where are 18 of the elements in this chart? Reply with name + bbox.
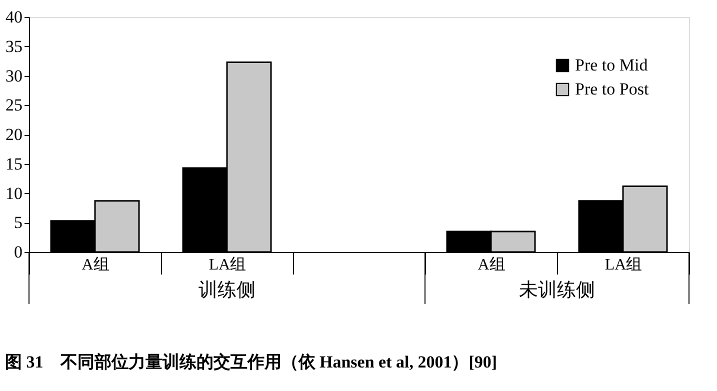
- y-tick-label: 5: [14, 213, 22, 232]
- text: 图 31 不同部位力量训练的交互作用（依 Hansen et al, 2001）[90]: [5, 352, 498, 372]
- text: 训练侧: [198, 280, 256, 301]
- y-tick-label: 20: [6, 125, 22, 144]
- legend-label: Pre to Post: [575, 80, 649, 98]
- y-tick-label: 35: [6, 36, 22, 56]
- y-tick-label: 30: [6, 66, 22, 86]
- y-tick-label: 15: [6, 154, 22, 174]
- legend-label: Pre to Mid: [575, 56, 648, 74]
- y-tick-label: 0: [14, 242, 22, 262]
- x-tick-label: LA组: [208, 256, 246, 274]
- y-tick-label: 40: [6, 8, 22, 26]
- text: 未训练侧: [519, 280, 595, 301]
- x-tick-label: LA组: [604, 256, 642, 274]
- y-tick-label: 25: [6, 96, 22, 115]
- x-tick-label: A组: [478, 256, 506, 274]
- y-tick-label: 10: [6, 184, 22, 203]
- x-tick-label: A组: [82, 256, 110, 274]
